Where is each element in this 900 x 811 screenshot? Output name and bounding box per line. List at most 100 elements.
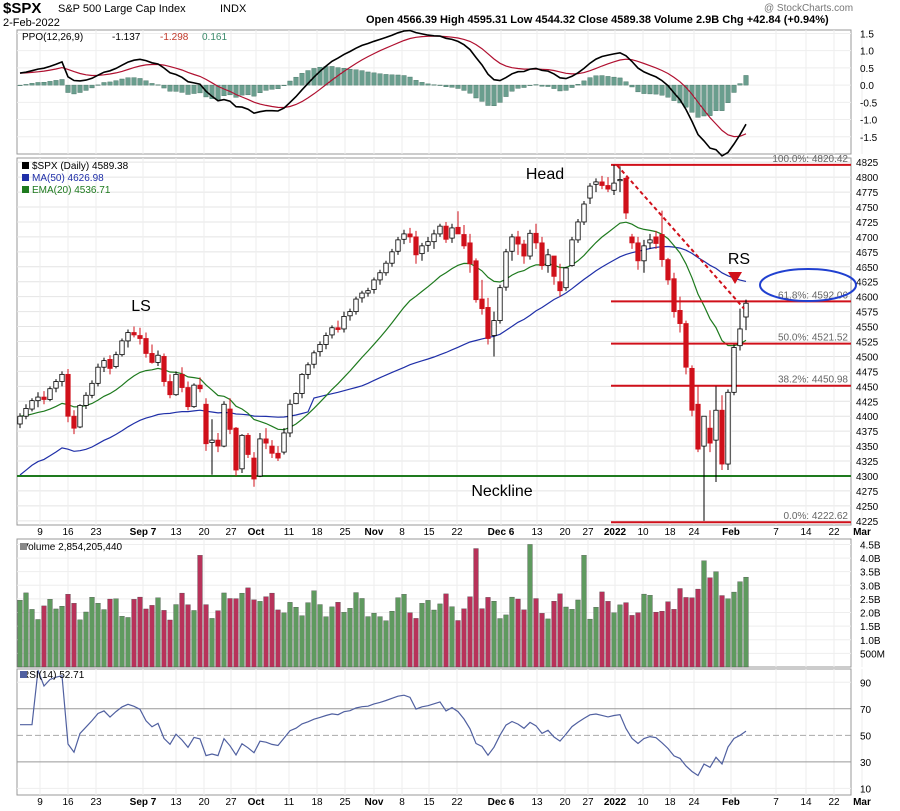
ppo-histogram-bar [257,84,263,93]
x-axis-label: 11 [284,797,295,808]
ppo-histogram-bar [407,76,413,86]
ppo-histogram-bar [683,84,689,108]
volume-bar [533,598,539,668]
rsi-legend-swatch [20,671,27,678]
ppo-histogram-bar [623,81,629,86]
candle-body [389,251,395,264]
volume-bar [287,602,293,668]
ppo-histogram-bar [263,84,269,91]
volume-bar [197,555,203,668]
ppo-histogram-bar [227,84,233,96]
volume-bar [665,601,671,668]
candle-body [611,182,617,191]
volume-bar [569,609,575,668]
x-axis-label: Nov [365,797,384,808]
x-axis-label: 20 [559,527,571,538]
volume-bar [119,616,125,668]
candle-body [251,457,257,480]
ppo-histogram-bar [29,83,35,86]
fib-label: 100.0%: 4820.42 [772,154,848,165]
price-tick-label: 4550 [856,323,879,334]
candle-body [323,335,329,345]
volume-bar [677,588,683,668]
ppo-value: -1.137 [112,32,141,43]
volume-bar [683,597,689,668]
ppo-histogram-bar [551,84,557,89]
candle-body [23,408,29,417]
candle-body [149,353,155,363]
volume-bar [161,610,167,668]
candle-body [137,335,143,339]
candle-body [635,242,641,262]
ppo-histogram-bar [413,80,419,86]
volume-bar [653,611,659,668]
x-axis-label: 2022 [604,527,627,538]
x-axis-label: 24 [688,527,700,538]
candle-body [71,415,77,429]
candle-body [257,438,263,477]
volume-bar [125,617,131,668]
candle-body [533,232,539,244]
ppo-histogram-bar [707,84,713,116]
candle-body [53,381,59,389]
ppo-histogram-bar [689,84,695,113]
volume-bar [707,577,713,668]
candle-body [77,405,83,428]
price-tick-label: 4650 [856,263,879,274]
volume-bar [575,599,581,668]
ppo-histogram-bar [629,84,635,88]
ppo-histogram-bar [443,84,449,87]
price-tick-label: 4475 [856,367,879,378]
ppo-histogram-bar [515,84,521,89]
ppo-tick-label: -0.5 [860,98,878,109]
x-axis-label: 10 [637,527,649,538]
ppo-histogram-bar [281,84,287,86]
rsi-label: RSI(14) 52.71 [22,670,85,681]
volume-bar [641,593,647,668]
volume-tick-label: 1.0B [860,636,881,647]
ppo-histogram-bar [395,74,401,86]
candle-body [521,243,527,257]
volume-bar [551,601,557,668]
volume-bar [431,609,437,668]
ppo-histogram-bar [527,84,533,86]
volume-bar [209,618,215,668]
candle-body [101,360,107,368]
ppo-histogram-bar [743,75,749,86]
candle-body [593,181,599,185]
candle-body [503,251,509,288]
x-axis-label: 27 [582,797,594,808]
ppo-histogram-bar [587,77,593,86]
volume-bar [485,597,491,668]
candle-body [281,432,287,453]
x-axis-label: 20 [198,797,210,808]
ppo-histogram-bar [365,71,371,86]
ppo-histogram-bar [167,84,173,92]
price-tick-label: 4750 [856,203,879,214]
volume-bar [383,620,389,668]
x-axis-label: Mar [853,527,871,538]
candle-body [317,344,323,353]
ppo-histogram-bar [449,84,455,88]
ppo-histogram-bar [275,84,281,89]
ppo-histogram-bar [563,84,569,91]
ppo-histogram-bar [569,84,575,88]
ppo-histogram-bar [23,84,29,86]
volume-bar [545,618,551,668]
volume-bar [149,605,155,668]
x-axis-label: 13 [531,527,543,538]
volume-bar [425,600,431,668]
ppo-histogram-bar [317,66,323,86]
volume-bar [701,560,707,668]
volume-bar [539,613,545,668]
ppo-histogram-bar [47,81,53,86]
volume-bar [227,598,233,668]
candle-body [443,225,449,240]
volume-bar [473,548,479,668]
candle-body [719,409,725,465]
ppo-histogram-bar [77,84,83,93]
volume-bar [581,555,587,668]
x-axis-label: Sep 7 [130,797,157,808]
candle-body [305,364,311,375]
volume-bar [89,597,95,668]
